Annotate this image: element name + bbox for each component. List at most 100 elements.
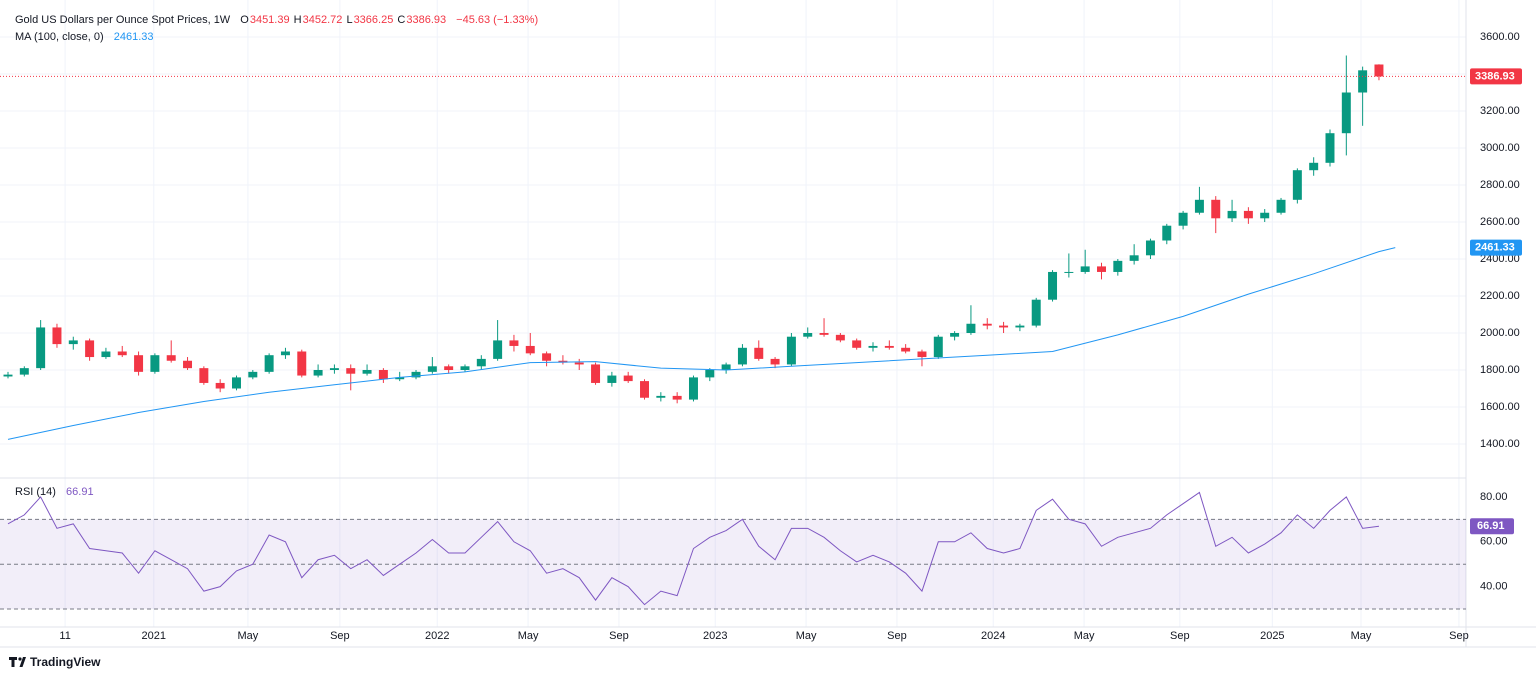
- y-tick-label: 2800.00: [1480, 179, 1520, 191]
- candle-body: [835, 334, 845, 341]
- candle-body: [395, 377, 405, 380]
- high-value: 3452.72: [302, 14, 343, 26]
- candle-body: [1325, 133, 1335, 163]
- ma-line: [7, 247, 1396, 440]
- y-tick-label: 2600.00: [1480, 216, 1520, 228]
- candle-body: [1292, 170, 1302, 200]
- candle-body: [297, 351, 307, 376]
- rsi-tick-label: 80.00: [1480, 491, 1508, 503]
- candle-body: [721, 364, 731, 370]
- y-tick-label: 3200.00: [1480, 105, 1520, 117]
- candle-body: [1243, 210, 1253, 219]
- legend-rsi: RSI (14) 66.91: [15, 486, 95, 498]
- y-tick-label: 2200.00: [1480, 290, 1520, 302]
- last-price-label: 3386.93: [1475, 70, 1515, 82]
- candle-body: [1227, 210, 1237, 219]
- candle-body: [1358, 70, 1368, 93]
- ma-name: MA (100, close, 0): [15, 31, 104, 43]
- candle-body: [982, 323, 992, 326]
- candle-body: [313, 369, 323, 376]
- candle-body: [199, 368, 209, 383]
- candle-body: [264, 355, 274, 372]
- candle-body: [411, 371, 421, 378]
- candle-body: [1015, 325, 1025, 328]
- x-tick-label: May: [796, 630, 817, 642]
- candle-body: [1162, 225, 1172, 241]
- candle-body: [346, 368, 356, 374]
- legend-ma: MA (100, close, 0) 2461.33: [15, 31, 154, 43]
- candle-body: [509, 340, 519, 346]
- candle-body: [1260, 212, 1270, 219]
- symbol-title: Gold US Dollars per Ounce Spot Prices, 1…: [15, 14, 231, 26]
- candle-body: [819, 332, 829, 335]
- candle-body: [901, 347, 911, 352]
- rsi-price-label: 66.91: [1477, 520, 1505, 532]
- candle-body: [362, 369, 372, 374]
- candle-body: [1129, 255, 1139, 261]
- candle-body: [1194, 199, 1204, 213]
- candle-body: [85, 340, 95, 358]
- x-tick-label: 2021: [142, 630, 166, 642]
- candle-body: [280, 351, 290, 356]
- candle-body: [493, 340, 503, 359]
- close-value: 3386.93: [406, 14, 447, 26]
- ohlc-label: H: [293, 14, 302, 26]
- rsi-label-box: [1470, 518, 1514, 535]
- candle-body: [966, 323, 976, 333]
- y-tick-label: 1600.00: [1480, 401, 1520, 413]
- price-label-box: [1470, 68, 1522, 85]
- candle-body: [525, 345, 535, 354]
- x-tick-label: May: [518, 630, 539, 642]
- candle-body: [786, 336, 796, 365]
- candle-body: [68, 340, 78, 345]
- open-value: 3451.39: [249, 14, 290, 26]
- candle-body: [868, 345, 878, 348]
- brand: TradingView: [30, 655, 101, 669]
- ohlc-label: L: [346, 14, 353, 26]
- x-tick-label: Sep: [1170, 630, 1190, 642]
- ma-price-label: 2461.33: [1475, 242, 1515, 254]
- candle-body: [1211, 199, 1221, 219]
- candle-body: [950, 332, 960, 337]
- x-tick-label: 11: [59, 630, 70, 642]
- candle-body: [1309, 162, 1319, 171]
- candle-body: [917, 351, 927, 358]
- rsi-name: RSI (14): [15, 486, 56, 498]
- candle-body: [19, 368, 29, 375]
- candle-body: [672, 395, 682, 400]
- candle-body: [607, 375, 617, 383]
- candle-body: [1080, 266, 1090, 272]
- candle-body: [933, 336, 943, 358]
- candle-body: [476, 358, 486, 367]
- candle-body: [999, 325, 1009, 328]
- candle-body: [444, 366, 454, 370]
- x-tick-label: May: [1074, 630, 1095, 642]
- candle-body: [1341, 92, 1351, 134]
- y-tick-label: 2400.00: [1480, 253, 1520, 265]
- candle-body: [803, 332, 813, 337]
- candle-body: [1064, 271, 1074, 273]
- x-tick-label: Sep: [887, 630, 907, 642]
- change-value: −45.63 (−1.33%): [456, 14, 539, 26]
- candle-body: [1374, 64, 1384, 77]
- candle-body: [1113, 260, 1123, 272]
- candle-body: [232, 377, 241, 389]
- x-tick-label: Sep: [330, 630, 350, 642]
- y-tick-label: 2000.00: [1480, 327, 1520, 339]
- ohlc-label: O: [240, 14, 249, 26]
- candle-body: [183, 360, 193, 369]
- candle-body: [754, 347, 764, 359]
- x-tick-label: May: [1351, 630, 1372, 642]
- candle-body: [591, 364, 601, 383]
- x-tick-label: Sep: [609, 630, 629, 642]
- candle-body: [852, 340, 862, 348]
- candle-body: [1178, 212, 1188, 226]
- candle-body: [1031, 299, 1041, 326]
- candle-body: [1048, 271, 1058, 300]
- candle-body: [329, 368, 339, 370]
- candle-body: [166, 355, 176, 361]
- candle-body: [3, 374, 13, 377]
